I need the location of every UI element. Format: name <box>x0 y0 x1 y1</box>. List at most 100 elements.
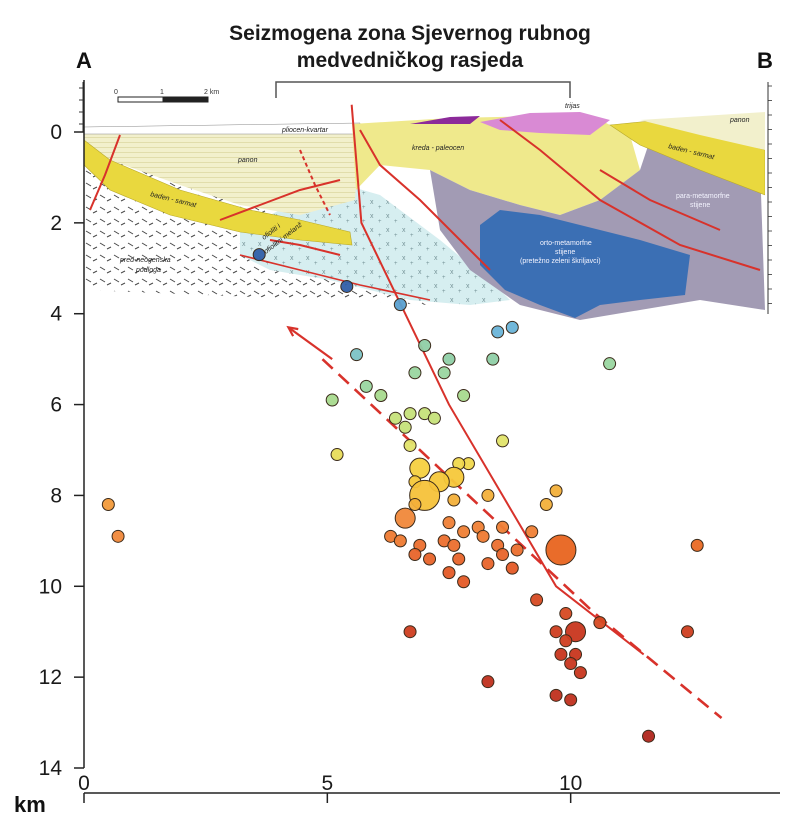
hypocenter-point <box>481 488 495 502</box>
label-para-metamorphic-1: para-metamorfne <box>676 193 730 200</box>
hypocenter-point <box>525 525 539 539</box>
axis-unit-km: km <box>14 792 46 817</box>
hypocenter-point <box>573 666 587 680</box>
hypocenter-point <box>394 507 416 529</box>
hypocenter-point <box>549 484 563 498</box>
depth-tick-label: 4 <box>50 303 62 326</box>
hypocenter-point <box>593 616 607 630</box>
ortho-metamorphic-unit <box>480 210 690 318</box>
hypocenter-point <box>111 529 125 543</box>
label-kreda-paleocen: kreda - paleocen <box>412 145 464 152</box>
hypocenter-point <box>530 593 544 607</box>
hypocenter-point <box>359 379 373 393</box>
hypocenter-point <box>486 352 500 366</box>
left-elevation-ruler <box>79 82 84 132</box>
hypocenter-point <box>564 657 578 671</box>
hypocenter-point <box>408 498 422 512</box>
hypocenter-point <box>403 438 417 452</box>
hypocenter-point <box>252 248 266 262</box>
hypocenter-point <box>447 538 461 552</box>
hypocenter-point <box>549 625 563 639</box>
hypocenter-point <box>496 520 510 534</box>
hypocenter-point <box>457 525 471 539</box>
hypocenter-point <box>374 388 388 402</box>
depth-tick-label: 6 <box>50 394 62 417</box>
hypocenter-point <box>564 693 578 707</box>
hypocenter-point <box>403 407 417 421</box>
hypocenter-point <box>457 575 471 589</box>
hypocenter-point <box>403 625 417 639</box>
label-ortho-metamorphic-3: (pretežno zeleni škriljavci) <box>520 258 601 265</box>
hypocenter-point <box>418 339 432 353</box>
fault-arrow-head <box>286 325 299 337</box>
hypocenter-point <box>680 625 694 639</box>
hypocenter-point <box>505 561 519 575</box>
hypocenter-point <box>427 411 441 425</box>
hypocenter-point <box>398 420 412 434</box>
depth-tick-label: 2 <box>50 212 62 235</box>
faults-layer <box>286 104 723 720</box>
distance-tick-label: 5 <box>321 772 333 795</box>
seismogenic-zone-bracket <box>275 81 571 98</box>
hypocenter-point <box>457 388 471 402</box>
label-panon-right: panon <box>729 117 750 124</box>
hypocenter-point <box>481 675 495 689</box>
hypocenter-point <box>442 352 456 366</box>
hypocenters-layer <box>101 248 704 743</box>
right-ruler-ticks <box>768 85 772 304</box>
hypocenter-point <box>447 493 461 507</box>
hypocenter-point <box>559 634 573 648</box>
label-pliocene-quaternary: pliocen-kvartar <box>281 127 329 134</box>
hypocenter-point <box>559 607 573 621</box>
hypocenter-point <box>481 557 495 571</box>
hypocenter-point <box>101 498 115 512</box>
hypocenter-point <box>408 547 422 561</box>
hypocenter-point <box>442 566 456 580</box>
hypocenter-point <box>496 547 510 561</box>
depth-tick-label: 10 <box>39 575 62 598</box>
hypocenter-point <box>554 647 568 661</box>
distance-tick-label: 0 <box>78 772 90 795</box>
hypocenter-point <box>330 448 344 462</box>
badenian-sarmatian-left <box>83 139 353 246</box>
label-pre-neogene-1: pred-neogenska <box>119 257 171 264</box>
panon-unit-right <box>640 112 765 150</box>
right-elevation-ruler <box>765 82 793 314</box>
hypocenter-point <box>325 393 339 407</box>
depth-tick-label: 0 <box>50 121 62 144</box>
distance-ticks: 0 5 10 <box>78 772 582 803</box>
hypocenter-point <box>408 366 422 380</box>
triassic-core <box>410 116 480 124</box>
hypocenter-point <box>642 729 656 743</box>
depth-tick-label: 14 <box>39 757 63 780</box>
hypocenter-point <box>505 320 519 334</box>
depth-tick-label: 12 <box>39 666 62 689</box>
geologic-section <box>83 112 766 320</box>
kreda-paleocene-unit <box>352 116 640 215</box>
hypocenter-point <box>388 411 402 425</box>
hypocenter-point <box>409 457 431 479</box>
hypocenter-point <box>340 279 354 293</box>
label-pre-neogene-2: podloga <box>135 267 161 274</box>
hypocenter-point <box>476 529 490 543</box>
label-ortho-metamorphic-1: orto-metamorfne <box>540 240 592 247</box>
scale-label-1: 1 <box>160 89 164 96</box>
section-end-b: B <box>757 48 773 73</box>
hypocenter-point <box>545 534 577 566</box>
label-trijas: trijas <box>565 103 580 110</box>
hypocenter-point <box>603 357 617 371</box>
distance-tick-label: 10 <box>559 772 582 795</box>
scale-label-0: 0 <box>114 89 118 96</box>
hypocenter-point <box>393 298 407 312</box>
hypocenter-point <box>423 552 437 566</box>
hypocenter-point <box>496 434 510 448</box>
section-end-a: A <box>76 48 92 73</box>
hypocenter-point <box>442 516 456 530</box>
hypocenter-point <box>690 538 704 552</box>
title-line-1: Seizmogena zona Sjevernog rubnog <box>229 22 591 45</box>
hypocenter-point <box>437 366 451 380</box>
fault-trace-dashed <box>321 358 723 720</box>
hypocenter-point <box>350 348 364 362</box>
hypocenter-point <box>491 325 505 339</box>
